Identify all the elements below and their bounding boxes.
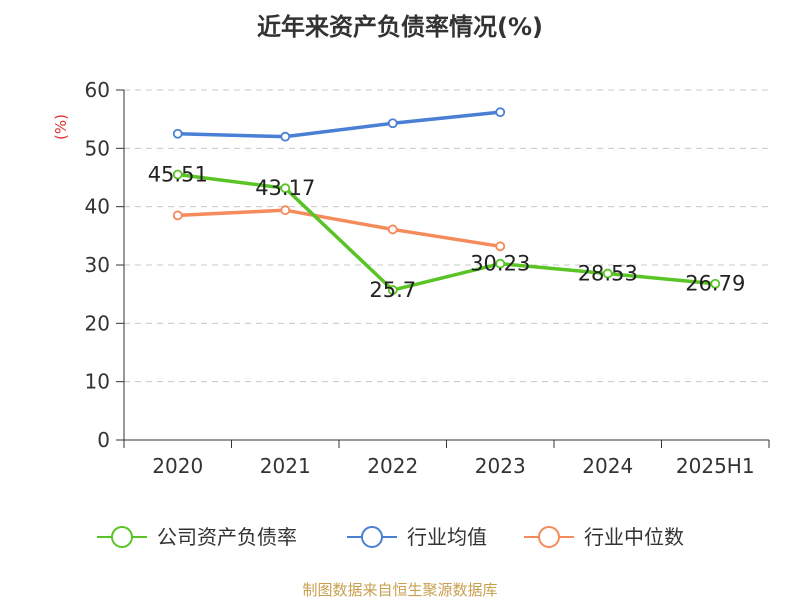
y-tick-label: 10 bbox=[85, 370, 110, 394]
data-labels: 45.51 43.17 25.7 30.23 28.53 26.79 bbox=[148, 163, 746, 303]
data-point bbox=[387, 118, 398, 129]
series-line bbox=[177, 208, 501, 249]
data-point bbox=[172, 169, 183, 180]
data-point bbox=[280, 205, 291, 216]
y-tick-label: 20 bbox=[85, 311, 110, 335]
data-label: 25.7 bbox=[369, 278, 416, 302]
data-label: 26.79 bbox=[685, 272, 745, 296]
legend: 公司资产负债率 行业均值 行业中位数 bbox=[97, 525, 684, 549]
y-tick-label: 50 bbox=[85, 136, 110, 160]
axes: 0 10 20 30 40 50 60 2020 2021 2022 2023 2024 2025H1 bbox=[85, 78, 770, 478]
data-point bbox=[495, 107, 506, 118]
legend-swatch-marker bbox=[538, 526, 560, 548]
data-point bbox=[387, 224, 398, 235]
source-note: 制图数据来自恒生聚源数据库 bbox=[302, 581, 497, 599]
data-point bbox=[387, 285, 398, 295]
data-point bbox=[495, 258, 506, 269]
x-tick-label: 2022 bbox=[367, 454, 418, 478]
data-point bbox=[280, 183, 291, 194]
grid-lines bbox=[124, 89, 769, 383]
legend-label: 行业中位数 bbox=[584, 525, 684, 549]
data-label: 30.23 bbox=[470, 252, 530, 276]
y-tick-label: 30 bbox=[85, 253, 110, 277]
x-tick-label: 2020 bbox=[152, 454, 203, 478]
legend-label: 行业均值 bbox=[407, 525, 487, 549]
legend-swatch-marker bbox=[361, 526, 383, 548]
series-line bbox=[177, 172, 716, 292]
series-line bbox=[177, 110, 501, 139]
y-axis-unit-label: (%) bbox=[52, 114, 70, 140]
x-tick-label: 2021 bbox=[260, 454, 311, 478]
data-label: 28.53 bbox=[578, 262, 638, 286]
y-tick-label: 60 bbox=[85, 78, 110, 102]
data-label: 43.17 bbox=[255, 176, 315, 200]
chart-title: 近年来资产负债率情况(%) bbox=[257, 13, 543, 41]
data-point bbox=[280, 131, 291, 142]
data-point bbox=[602, 268, 613, 279]
x-tick-label: 2023 bbox=[475, 454, 526, 478]
data-point bbox=[172, 210, 183, 221]
data-point bbox=[710, 278, 721, 289]
y-tick-label: 0 bbox=[97, 428, 110, 452]
x-tick-label: 2025H1 bbox=[676, 454, 755, 478]
data-label: 45.51 bbox=[148, 163, 208, 187]
data-point bbox=[495, 241, 506, 252]
legend-swatch-marker bbox=[111, 526, 133, 548]
x-tick-label: 2024 bbox=[582, 454, 633, 478]
data-point bbox=[172, 128, 183, 139]
series-group bbox=[172, 107, 721, 295]
legend-label: 公司资产负债率 bbox=[157, 525, 297, 549]
y-tick-label: 40 bbox=[85, 195, 110, 219]
